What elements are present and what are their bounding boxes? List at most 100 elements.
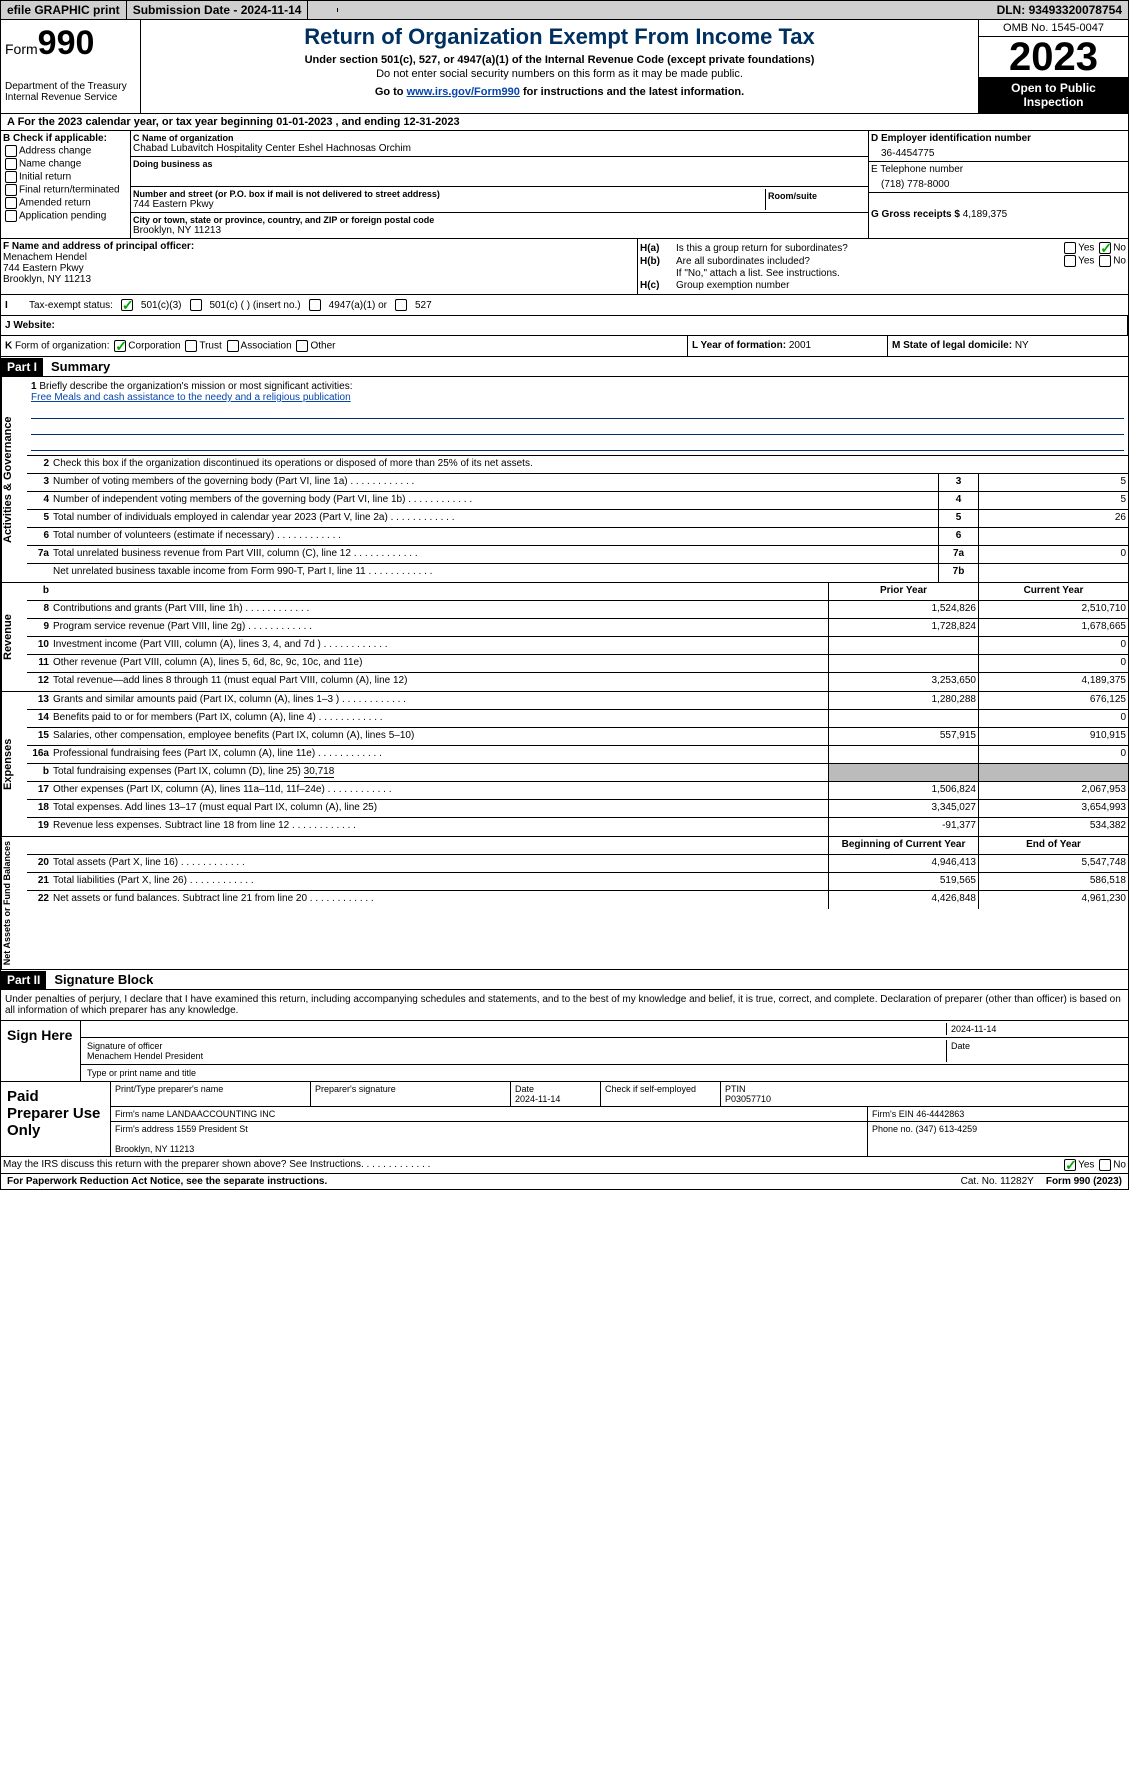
line-6: 6Total number of volunteers (estimate if…: [27, 528, 1128, 546]
mission-text[interactable]: Free Meals and cash assistance to the ne…: [31, 392, 351, 403]
col-c: C Name of organizationChabad Lubavitch H…: [131, 131, 868, 238]
goto-line: Go to www.irs.gov/Form990 for instructio…: [145, 86, 974, 98]
prep-sig-label: Preparer's signature: [311, 1082, 511, 1106]
prep-date: 2024-11-14: [515, 1094, 560, 1104]
officer-addr2: Brooklyn, NY 11213: [3, 274, 91, 285]
part1-title: Summary: [43, 357, 118, 376]
m-label: M State of legal domicile:: [892, 340, 1015, 351]
i-text: Tax-exempt status:: [29, 300, 113, 311]
line-21: 21Total liabilities (Part X, line 26)519…: [27, 873, 1128, 891]
paid-preparer: Paid Preparer Use Only Print/Type prepar…: [0, 1082, 1129, 1157]
cb-501c3[interactable]: [121, 299, 133, 311]
cb-app-pending[interactable]: Application pending: [3, 210, 128, 222]
line-12: 12Total revenue—add lines 8 through 11 (…: [27, 673, 1128, 691]
line-19: 19Revenue less expenses. Subtract line 1…: [27, 818, 1128, 836]
irs-link[interactable]: www.irs.gov/Form990: [407, 86, 520, 98]
section-fh: F Name and address of principal officer:…: [0, 239, 1129, 295]
sig-label: Signature of officer: [87, 1041, 162, 1051]
addr-label: Number and street (or P.O. box if mail i…: [133, 189, 765, 199]
line-j: J Website:: [0, 316, 1129, 336]
firm-phone: (347) 613-4259: [916, 1124, 978, 1134]
blank-cell: [308, 8, 338, 12]
cb-501c[interactable]: [190, 299, 202, 311]
line-4: 4Number of independent voting members of…: [27, 492, 1128, 510]
i-label: I: [5, 300, 23, 311]
ein: 36-4454775: [871, 144, 1126, 159]
ha-yes[interactable]: [1064, 242, 1076, 254]
subtitle2: Do not enter social security numbers on …: [145, 68, 974, 80]
state-domicile: NY: [1015, 340, 1029, 351]
line-7a: 7aTotal unrelated business revenue from …: [27, 546, 1128, 564]
line-3: 3Number of voting members of the governi…: [27, 474, 1128, 492]
sign-label: Sign Here: [1, 1021, 81, 1081]
j-label: J: [5, 320, 11, 331]
footer: For Paperwork Reduction Act Notice, see …: [0, 1174, 1129, 1190]
tax-year-line: A For the 2023 calendar year, or tax yea…: [0, 114, 1129, 131]
date-label: Date: [946, 1040, 1126, 1062]
footer-right: Form 990 (2023): [1040, 1174, 1128, 1189]
disc-yes[interactable]: [1064, 1159, 1076, 1171]
submission-date: Submission Date - 2024-11-14: [127, 1, 309, 19]
hc-text: Group exemption number: [676, 280, 1126, 291]
netassets-block: Net Assets or Fund Balances Beginning of…: [0, 837, 1129, 970]
tab-revenue: Revenue: [1, 583, 27, 691]
j-text: Website:: [13, 320, 55, 331]
cb-corp[interactable]: [114, 340, 126, 352]
cb-527[interactable]: [395, 299, 407, 311]
form-number: 990: [38, 24, 95, 62]
col-d: D Employer identification number36-44547…: [868, 131, 1128, 238]
cb-initial-return[interactable]: Initial return: [3, 171, 128, 183]
col-b: B Check if applicable: Address change Na…: [1, 131, 131, 238]
cb-other[interactable]: [296, 340, 308, 352]
prep-name-label: Print/Type preparer's name: [111, 1082, 311, 1106]
efile-label: efile GRAPHIC print: [1, 1, 127, 19]
firm-addr2: Brooklyn, NY 11213: [115, 1144, 194, 1154]
line-18: 18Total expenses. Add lines 13–17 (must …: [27, 800, 1128, 818]
sign-here: Sign Here 2024-11-14 Signature of office…: [0, 1021, 1129, 1082]
revenue-block: Revenue bPrior YearCurrent Year 8Contrib…: [0, 583, 1129, 692]
discuss-line: May the IRS discuss this return with the…: [0, 1157, 1129, 1174]
tax-year: 2023: [979, 37, 1128, 77]
ha-label: H(a): [640, 243, 676, 254]
ha-text: Is this a group return for subordinates?: [676, 243, 1006, 254]
line-1: 1 Briefly describe the organization's mi…: [27, 377, 1128, 456]
line-20: 20Total assets (Part X, line 16)4,946,41…: [27, 855, 1128, 873]
org-name-label: C Name of organization: [133, 133, 866, 143]
name-title-label: Type or print name and title: [83, 1067, 200, 1079]
hb-yes[interactable]: [1064, 255, 1076, 267]
ha-no[interactable]: [1099, 242, 1111, 254]
k-label: K: [5, 341, 12, 352]
firm-ein: 46-4442863: [916, 1109, 964, 1119]
part2-title: Signature Block: [46, 970, 161, 989]
room-label: Room/suite: [768, 191, 864, 201]
footer-left: For Paperwork Reduction Act Notice, see …: [1, 1174, 955, 1189]
part1-label: Part I: [1, 358, 43, 376]
part2-label: Part II: [1, 971, 46, 989]
form-header: Form990 Department of the Treasury Inter…: [0, 20, 1129, 114]
cb-4947[interactable]: [309, 299, 321, 311]
cb-amended[interactable]: Amended return: [3, 197, 128, 209]
hb-text: Are all subordinates included?: [676, 256, 1006, 267]
line-2: 2Check this box if the organization disc…: [27, 456, 1128, 474]
form-title: Return of Organization Exempt From Incom…: [145, 24, 974, 50]
line-16b: bTotal fundraising expenses (Part IX, co…: [27, 764, 1128, 782]
disc-no[interactable]: [1099, 1159, 1111, 1171]
gr-label: G Gross receipts $: [871, 209, 963, 220]
officer-sig-name: Menachem Hendel President: [87, 1051, 203, 1061]
cb-address-change[interactable]: Address change: [3, 145, 128, 157]
public-inspection: Open to Public Inspection: [979, 77, 1128, 113]
cb-assoc[interactable]: [227, 340, 239, 352]
cb-name-change[interactable]: Name change: [3, 158, 128, 170]
cb-trust[interactable]: [185, 340, 197, 352]
cb-final-return[interactable]: Final return/terminated: [3, 184, 128, 196]
hb-no[interactable]: [1099, 255, 1111, 267]
expenses-block: Expenses 13Grants and similar amounts pa…: [0, 692, 1129, 837]
ptin: P03057710: [725, 1094, 771, 1104]
tel: (718) 778-8000: [871, 175, 1126, 190]
dept-label: Department of the Treasury Internal Reve…: [5, 81, 136, 103]
line-7b: Net unrelated business taxable income fr…: [27, 564, 1128, 582]
line-i: I Tax-exempt status: 501(c)(3) 501(c) ( …: [0, 295, 1129, 316]
city: Brooklyn, NY 11213: [133, 225, 866, 236]
hb-note: If "No," attach a list. See instructions…: [676, 268, 1126, 279]
rev-header: bPrior YearCurrent Year: [27, 583, 1128, 601]
